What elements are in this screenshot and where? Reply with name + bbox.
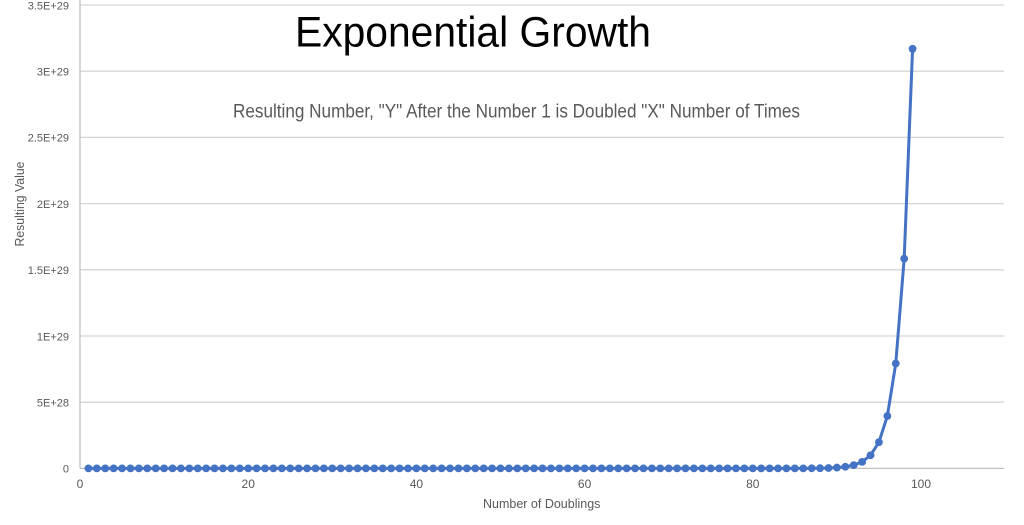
- svg-text:40: 40: [410, 477, 424, 491]
- svg-text:Number of Doublings: Number of Doublings: [483, 497, 600, 511]
- svg-text:5E+28: 5E+28: [37, 398, 69, 410]
- svg-text:1.5E+29: 1.5E+29: [28, 265, 69, 277]
- svg-text:Resulting Number, "Y" After th: Resulting Number, "Y" After the Number 1…: [233, 101, 800, 123]
- svg-text:0: 0: [63, 464, 69, 476]
- svg-text:Resulting Value: Resulting Value: [13, 161, 27, 246]
- svg-text:2E+29: 2E+29: [37, 199, 69, 211]
- svg-text:2.5E+29: 2.5E+29: [28, 133, 69, 145]
- svg-text:Exponential Growth: Exponential Growth: [295, 9, 651, 57]
- svg-text:80: 80: [746, 477, 760, 491]
- svg-text:20: 20: [242, 477, 256, 491]
- svg-text:60: 60: [578, 477, 592, 491]
- svg-text:1E+29: 1E+29: [37, 331, 69, 343]
- svg-text:100: 100: [911, 477, 931, 491]
- svg-text:3.5E+29: 3.5E+29: [28, 0, 69, 12]
- svg-text:0: 0: [77, 477, 84, 491]
- svg-text:3E+29: 3E+29: [37, 67, 69, 79]
